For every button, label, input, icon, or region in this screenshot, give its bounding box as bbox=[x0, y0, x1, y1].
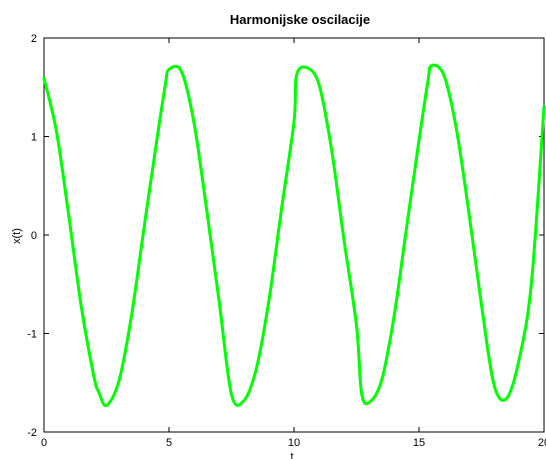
y-axis-label: x(t) bbox=[11, 228, 23, 244]
series-line bbox=[42, 63, 546, 408]
y-tick-label: -1 bbox=[27, 329, 37, 341]
y-tick-label: 0 bbox=[31, 230, 37, 242]
y-tick-label: -2 bbox=[27, 427, 37, 439]
x-tick-label: 0 bbox=[41, 437, 47, 449]
x-tick-label: 20 bbox=[538, 437, 546, 449]
x-tick-label: 5 bbox=[166, 437, 172, 449]
x-axis-label: t bbox=[290, 451, 293, 459]
y-tick-label: 2 bbox=[31, 33, 37, 45]
plot-area: 0 5 10 15 20 -2 -1 0 1 2 bbox=[27, 33, 546, 449]
x-tick-label: 15 bbox=[413, 437, 425, 449]
chart-title: Harmonijske oscilacije bbox=[230, 12, 370, 27]
x-tick-label: 10 bbox=[288, 437, 300, 449]
y-tick-label: 1 bbox=[31, 132, 37, 144]
